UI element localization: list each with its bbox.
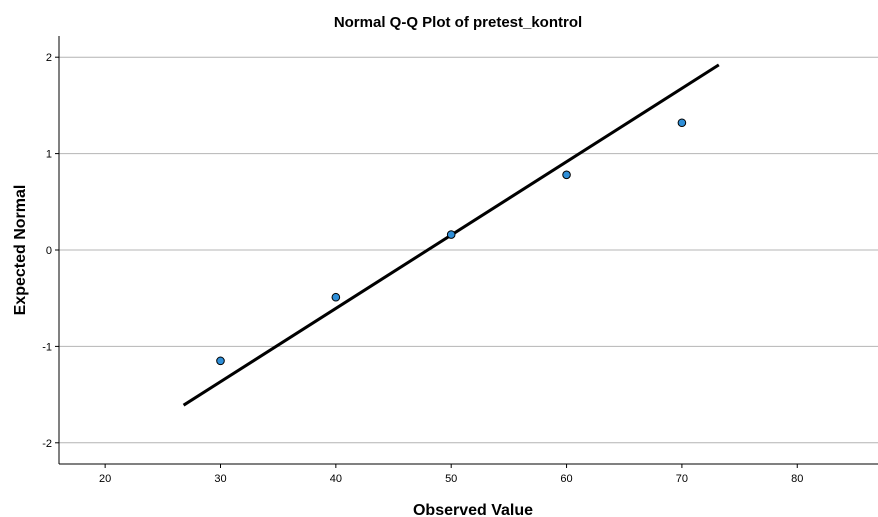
y-tick-label: 0 xyxy=(46,245,52,257)
x-tick-label: 30 xyxy=(214,473,226,485)
y-tick-label: 1 xyxy=(46,149,52,161)
y-axis-title: Expected Normal xyxy=(12,185,29,316)
x-tick-label: 70 xyxy=(676,473,688,485)
data-point xyxy=(562,170,571,180)
x-axis-title: Observed Value xyxy=(413,502,533,517)
data-point xyxy=(331,292,341,302)
y-tick-label: 2 xyxy=(46,52,52,64)
x-tick-label: 20 xyxy=(99,473,111,485)
y-tick-label: -1 xyxy=(42,341,52,353)
x-tick-labels: 20 30 40 50 60 70 80 xyxy=(99,464,803,485)
x-tick-label: 40 xyxy=(330,473,342,485)
x-tick-label: 60 xyxy=(560,473,572,485)
grid-lines xyxy=(59,56,878,444)
x-tick-label: 80 xyxy=(791,473,803,485)
data-points xyxy=(216,118,687,366)
data-point xyxy=(446,230,456,239)
data-point xyxy=(677,118,687,128)
y-tick-label: -2 xyxy=(42,438,52,450)
chart-title: Normal Q-Q Plot of pretest_kontrol xyxy=(334,14,582,31)
x-tick-label: 50 xyxy=(445,473,457,485)
y-tick-labels: 2 1 0 -1 -2 xyxy=(42,52,59,450)
data-point xyxy=(216,356,225,366)
